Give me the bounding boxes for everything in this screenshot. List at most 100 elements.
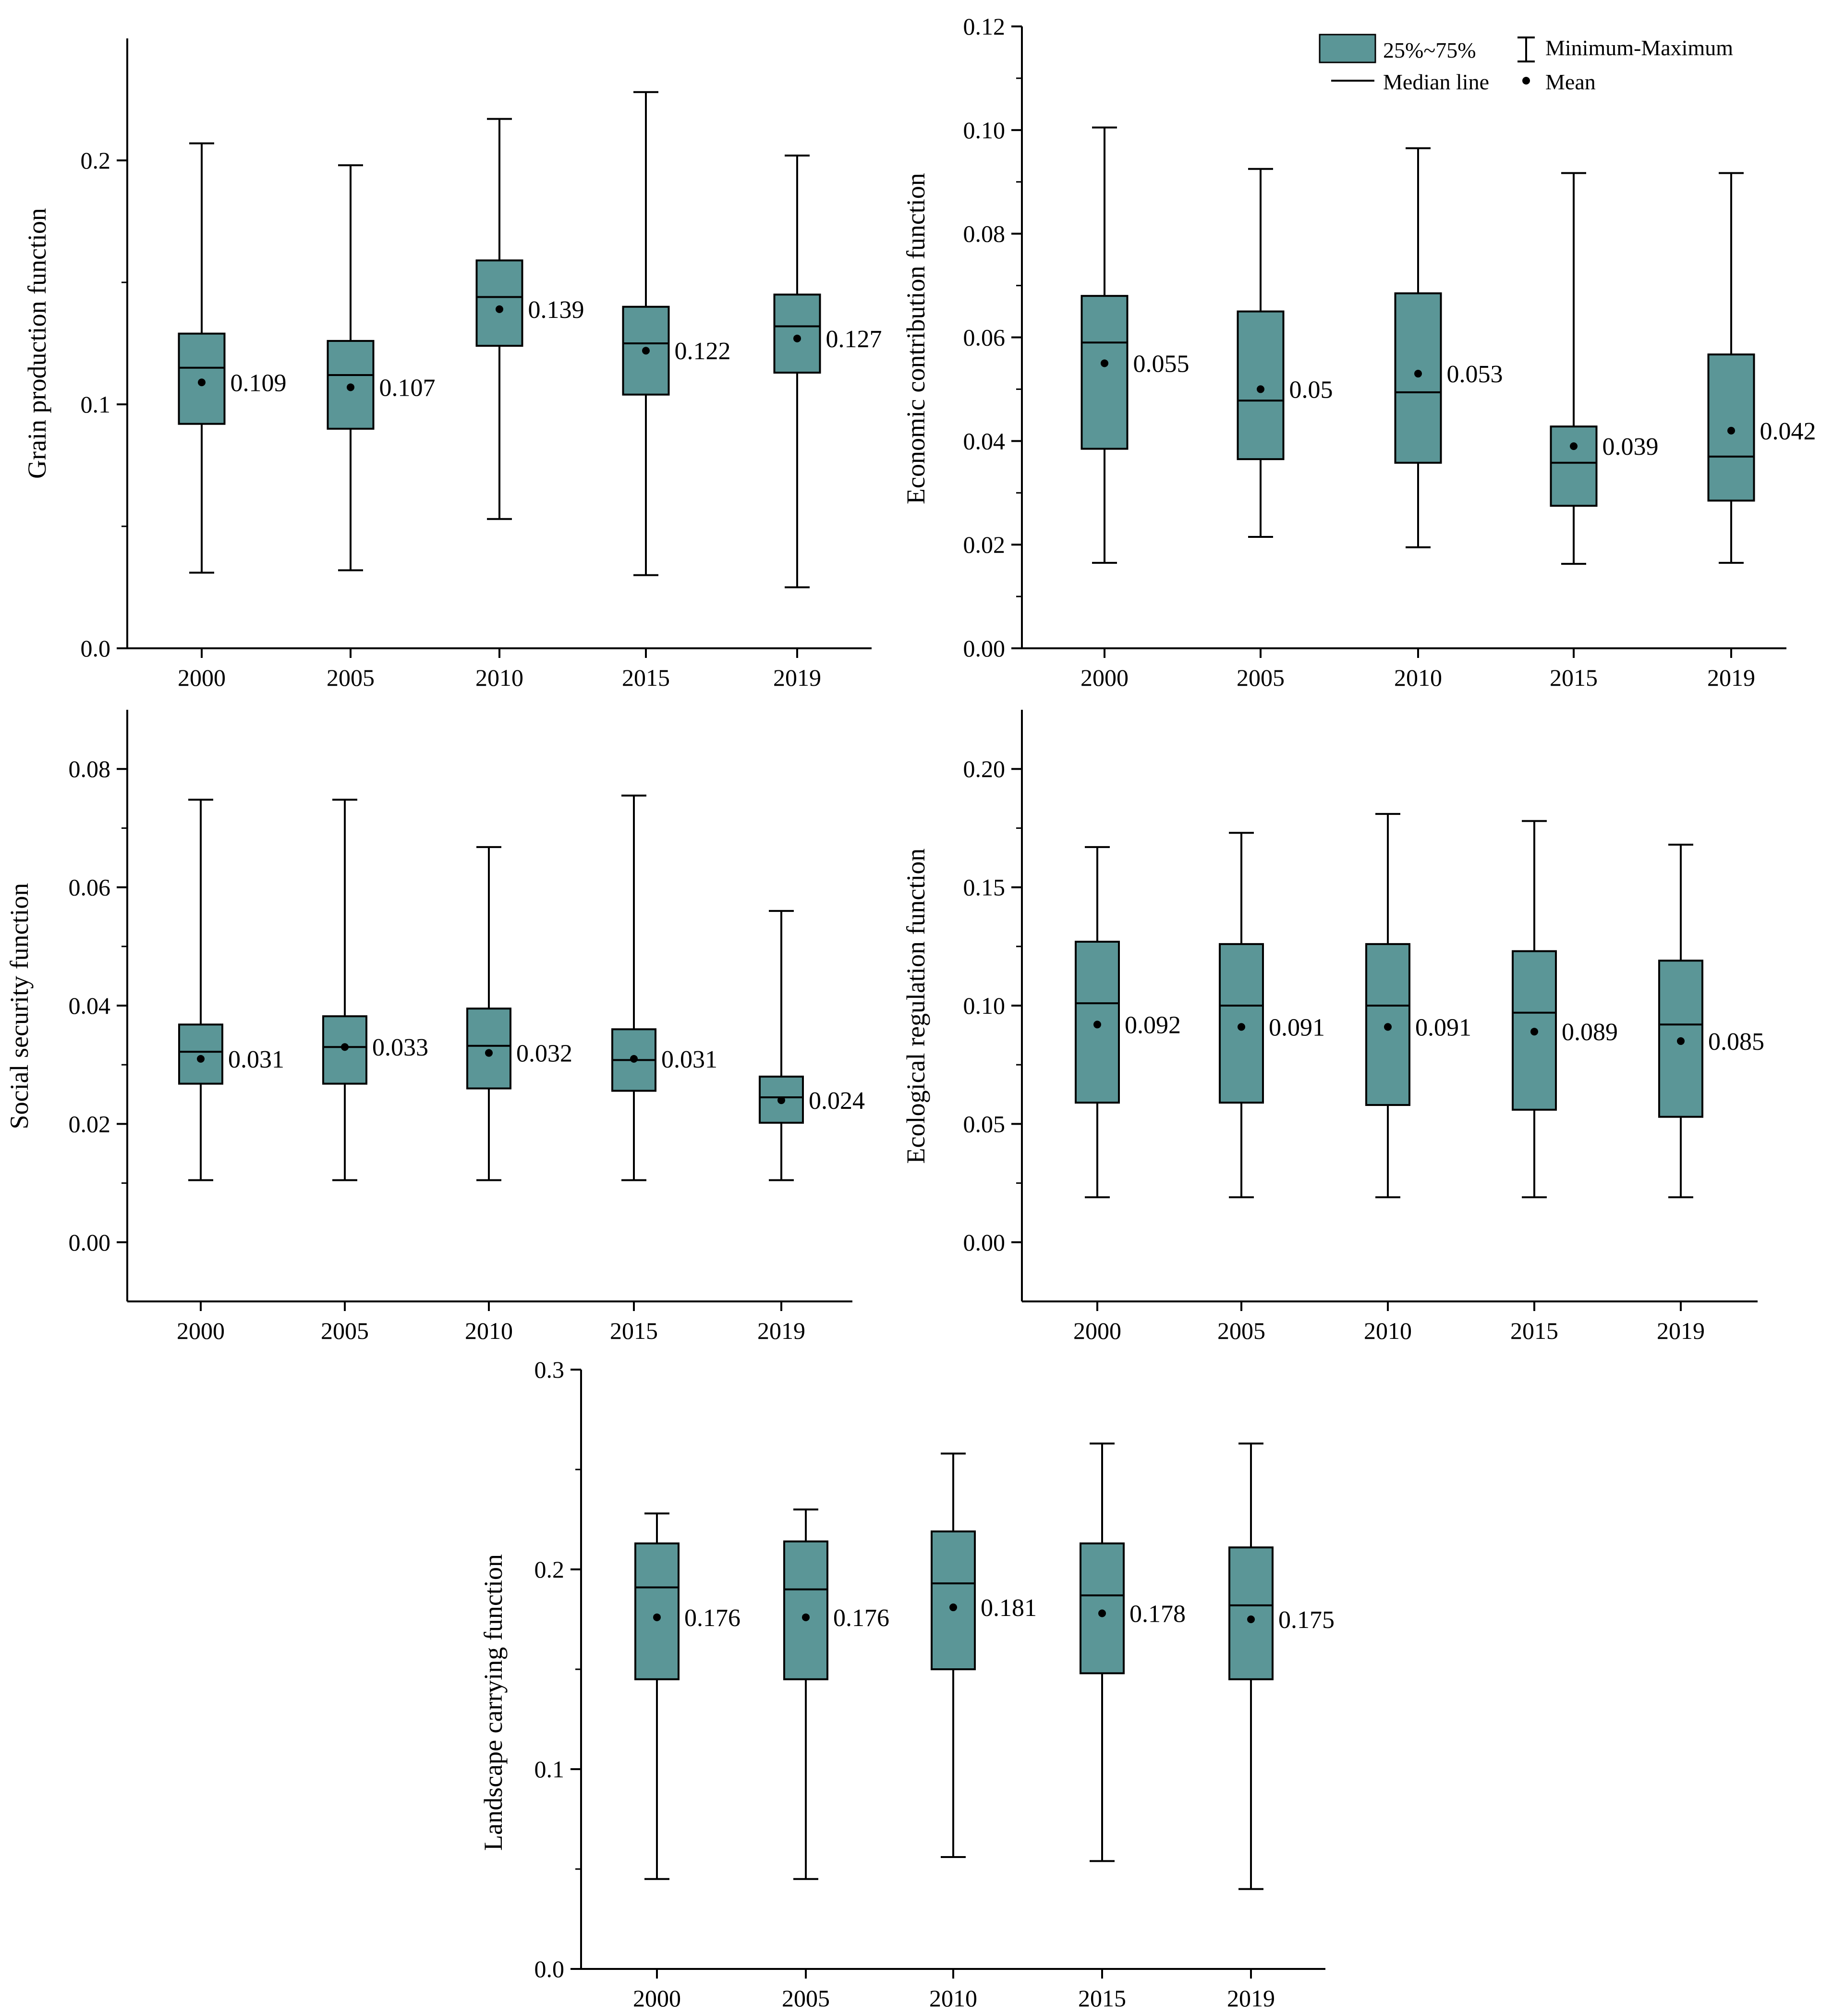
iqr-box — [1228, 1546, 1274, 1680]
x-tick-label: 2000 — [633, 1985, 681, 2012]
mean-value-label: 0.176 — [684, 1604, 740, 1632]
x-tick-label: 2010 — [475, 664, 523, 691]
mean-value-label: 0.139 — [528, 296, 584, 324]
y-tick-label: 0.3 — [534, 1356, 565, 1383]
legend-median-label: Median line — [1383, 70, 1489, 94]
legend-box-label: 25%~75% — [1383, 38, 1476, 62]
y-axis-title: Economic contribution function — [901, 173, 930, 504]
legend-range-label: Minimum-Maximum — [1545, 36, 1733, 60]
mean-dot — [642, 347, 650, 355]
box-2019: 0.024 — [759, 910, 865, 1181]
mean-dot — [630, 1055, 638, 1063]
y-tick-label: 0.08 — [963, 220, 1006, 247]
x-tick-label: 2015 — [1078, 1985, 1126, 2012]
mean-dot — [1257, 385, 1264, 393]
mean-dot — [341, 1043, 349, 1051]
mean-value-label: 0.181 — [981, 1594, 1037, 1622]
y-tick-label: 0.2 — [534, 1556, 565, 1583]
x-tick-label: 2000 — [1080, 664, 1129, 691]
y-tick-label: 0.0 — [81, 635, 111, 662]
y-axis-title: Social security function — [5, 883, 34, 1129]
legend-mean-swatch — [1522, 77, 1530, 85]
mean-value-label: 0.107 — [379, 374, 436, 401]
x-tick-label: 2015 — [622, 664, 670, 691]
box-2019: 0.175 — [1228, 1442, 1335, 1890]
y-tick-label: 0.00 — [69, 1229, 111, 1256]
iqr-box — [1512, 950, 1557, 1111]
mean-value-label: 0.031 — [228, 1046, 284, 1073]
mean-dot — [1093, 1020, 1101, 1029]
x-tick-label: 2015 — [610, 1317, 658, 1344]
chart-panel-2: 0.00 0.02 0.04 0.06 0.08 0.10 0.12 2000 2005 2010… — [901, 13, 1816, 691]
mean-dot — [1727, 426, 1735, 435]
y-tick-label: 0.08 — [69, 755, 111, 782]
mean-dot — [347, 383, 354, 391]
box-2005: 0.05 — [1237, 168, 1333, 538]
mean-dot — [653, 1613, 661, 1621]
iqr-box — [466, 1008, 511, 1090]
mean-dot — [1101, 359, 1108, 367]
box-2010: 0.181 — [931, 1452, 1037, 1858]
iqr-box — [178, 1023, 223, 1085]
box-2015: 0.039 — [1550, 172, 1659, 565]
iqr-box — [1080, 1542, 1125, 1675]
mean-value-label: 0.127 — [826, 326, 882, 353]
y-tick-label: 0.05 — [963, 1110, 1006, 1137]
mean-dot — [1414, 370, 1422, 378]
mean-dot — [793, 334, 801, 342]
box-2010: 0.091 — [1365, 813, 1471, 1199]
box-2015: 0.089 — [1512, 820, 1618, 1199]
mean-dot — [1098, 1609, 1106, 1617]
iqr-box — [634, 1542, 680, 1680]
y-tick-label: 0.1 — [81, 391, 111, 418]
mean-value-label: 0.092 — [1125, 1011, 1181, 1039]
iqr-box — [1075, 940, 1120, 1104]
y-tick-label: 0.2 — [81, 147, 111, 174]
y-axis-title: Grain production function — [23, 208, 51, 479]
chart-panel-1: 0.0 0.1 0.2 2000 2005 2010 2015 2019 Grain produ… — [23, 38, 882, 691]
box-2000: 0.109 — [178, 142, 287, 574]
y-tick-label: 0.00 — [963, 1229, 1006, 1256]
mean-value-label: 0.085 — [1708, 1028, 1764, 1056]
mean-value-label: 0.109 — [231, 369, 287, 397]
y-tick-label: 0.04 — [963, 427, 1006, 454]
x-tick-label: 2010 — [1394, 664, 1442, 691]
mean-value-label: 0.091 — [1415, 1014, 1471, 1041]
chart-panel-3: 0.00 0.02 0.04 0.06 0.08 2000 2005 2010 2015 2019… — [5, 710, 865, 1344]
mean-dot — [1238, 1023, 1245, 1031]
x-tick-label: 2005 — [321, 1317, 369, 1344]
y-tick-label: 0.00 — [963, 635, 1006, 662]
mean-value-label: 0.032 — [516, 1040, 572, 1068]
mean-dot — [949, 1603, 957, 1612]
y-tick-label: 0.20 — [963, 755, 1006, 782]
y-axis-title: Landscape carrying function — [479, 1554, 508, 1851]
x-tick-label: 2000 — [177, 1317, 225, 1344]
mean-dot — [198, 378, 206, 387]
mean-dot — [802, 1613, 810, 1621]
box-2005: 0.033 — [322, 799, 428, 1181]
mean-dot — [496, 305, 503, 313]
mean-dot — [1384, 1023, 1392, 1031]
y-tick-label: 0.02 — [69, 1110, 111, 1137]
y-axis-title: Ecological regulation function — [901, 849, 930, 1164]
x-tick-label: 2015 — [1510, 1317, 1558, 1344]
box-2015: 0.178 — [1080, 1442, 1186, 1862]
y-tick-label: 0.10 — [963, 992, 1006, 1019]
box-2005: 0.176 — [783, 1508, 889, 1880]
mean-dot — [1530, 1028, 1538, 1036]
box-2019: 0.127 — [773, 154, 882, 588]
x-tick-label: 2019 — [1227, 1985, 1275, 2012]
x-tick-label: 2010 — [465, 1317, 513, 1344]
iqr-box — [475, 259, 523, 347]
iqr-box — [931, 1530, 976, 1670]
box-2005: 0.091 — [1219, 832, 1325, 1199]
y-tick-label: 0.15 — [963, 874, 1006, 901]
box-2010: 0.139 — [475, 118, 584, 520]
box-2000: 0.031 — [178, 799, 284, 1181]
mean-value-label: 0.089 — [1562, 1019, 1618, 1046]
x-tick-label: 2019 — [773, 664, 821, 691]
mean-value-label: 0.031 — [661, 1046, 717, 1073]
y-tick-label: 0.10 — [963, 117, 1006, 144]
x-tick-label: 2015 — [1550, 664, 1598, 691]
